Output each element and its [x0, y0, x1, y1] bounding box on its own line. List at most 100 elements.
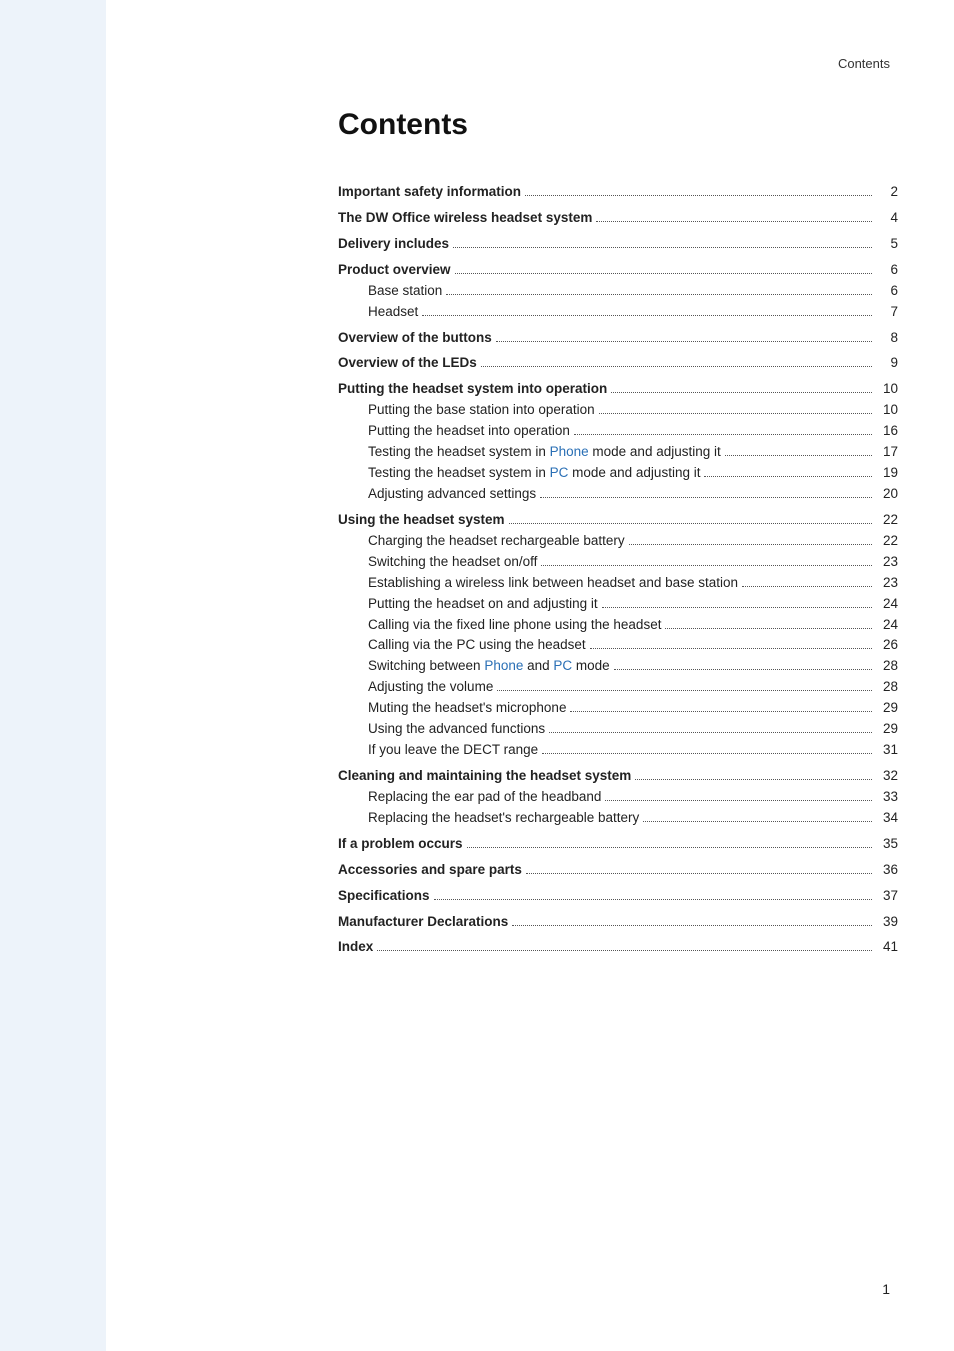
toc-page-number: 29 — [876, 719, 898, 740]
toc-label: Charging the headset rechargeable batter… — [368, 531, 625, 552]
toc-leader — [570, 711, 872, 712]
page-title: Contents — [338, 108, 898, 142]
toc-page-number: 23 — [876, 552, 898, 573]
toc-row[interactable]: Charging the headset rechargeable batter… — [338, 531, 898, 552]
toc-page-number: 2 — [876, 182, 898, 203]
toc-label: Replacing the headset's rechargeable bat… — [368, 808, 639, 829]
toc-page-number: 29 — [876, 698, 898, 719]
page-surface: Contents Contents Important safety infor… — [106, 0, 954, 1351]
toc-leader — [574, 434, 872, 435]
toc-label: Using the headset system — [338, 510, 505, 531]
toc-leader — [629, 544, 872, 545]
toc-row[interactable]: Putting the headset system into operatio… — [338, 379, 898, 400]
toc-row[interactable]: Product overview 6 — [338, 260, 898, 281]
toc-row[interactable]: Manufacturer Declarations39 — [338, 912, 898, 933]
toc-page-number: 10 — [876, 379, 898, 400]
toc-row[interactable]: Establishing a wireless link between hea… — [338, 573, 898, 594]
toc-leader — [512, 925, 872, 926]
toc-label: Calling via the PC using the headset — [368, 635, 586, 656]
toc-leader — [725, 455, 872, 456]
content-area: Contents Important safety information2 Th… — [338, 108, 898, 958]
header-section-label: Contents — [838, 56, 890, 71]
toc-page-number: 5 — [876, 234, 898, 255]
toc-page-number: 37 — [876, 886, 898, 907]
toc-label: Accessories and spare parts — [338, 860, 522, 881]
toc-row[interactable]: Cleaning and maintaining the headset sys… — [338, 766, 898, 787]
toc-row[interactable]: Testing the headset system in PC mode an… — [338, 463, 898, 484]
toc-row[interactable]: Replacing the ear pad of the headband33 — [338, 787, 898, 808]
toc-row[interactable]: Using the headset system 22 — [338, 510, 898, 531]
toc-leader — [599, 413, 872, 414]
toc-label: The DW Office wireless headset system — [338, 208, 592, 229]
toc-page-number: 4 — [876, 208, 898, 229]
toc-label: Putting the headset into operation — [368, 421, 570, 442]
toc-row[interactable]: Delivery includes 5 — [338, 234, 898, 255]
toc-leader — [542, 753, 872, 754]
toc-leader — [549, 732, 872, 733]
toc-row[interactable]: Putting the headset into operation16 — [338, 421, 898, 442]
toc-row[interactable]: Adjusting advanced settings20 — [338, 484, 898, 505]
toc-page-number: 22 — [876, 531, 898, 552]
toc-page-number: 41 — [876, 937, 898, 958]
toc-label: Replacing the ear pad of the headband — [368, 787, 601, 808]
toc-row[interactable]: Using the advanced functions 29 — [338, 719, 898, 740]
toc-row[interactable]: Adjusting the volume28 — [338, 677, 898, 698]
toc-leader — [605, 800, 872, 801]
toc-leader — [614, 669, 872, 670]
toc-leader — [596, 221, 872, 222]
toc-label: Putting the headset system into operatio… — [338, 379, 607, 400]
toc-leader — [540, 497, 872, 498]
toc-row[interactable]: Calling via the PC using the headset 26 — [338, 635, 898, 656]
toc-leader — [455, 273, 872, 274]
toc-page-number: 6 — [876, 260, 898, 281]
toc-leader — [704, 476, 872, 477]
toc-page-number: 22 — [876, 510, 898, 531]
toc-label: Delivery includes — [338, 234, 449, 255]
toc-row[interactable]: Switching between Phone and PC mode28 — [338, 656, 898, 677]
toc-page-number: 6 — [876, 281, 898, 302]
toc-row[interactable]: If a problem occurs 35 — [338, 834, 898, 855]
toc-row[interactable]: Replacing the headset's rechargeable bat… — [338, 808, 898, 829]
toc-leader — [467, 847, 872, 848]
toc-leader — [377, 950, 872, 951]
toc-row[interactable]: Headset7 — [338, 302, 898, 323]
toc-page-number: 39 — [876, 912, 898, 933]
toc-row[interactable]: Accessories and spare parts36 — [338, 860, 898, 881]
toc-page-number: 28 — [876, 656, 898, 677]
toc-row[interactable]: Testing the headset system in Phone mode… — [338, 442, 898, 463]
toc-page-number: 24 — [876, 594, 898, 615]
toc-label: Product overview — [338, 260, 451, 281]
toc-row[interactable]: Calling via the fixed line phone using t… — [338, 615, 898, 636]
toc-row[interactable]: Important safety information2 — [338, 182, 898, 203]
toc-label: Using the advanced functions — [368, 719, 545, 740]
toc-row[interactable]: Muting the headset's microphone29 — [338, 698, 898, 719]
toc-label: Adjusting the volume — [368, 677, 493, 698]
footer-page-number: 1 — [882, 1281, 890, 1297]
toc-page-number: 26 — [876, 635, 898, 656]
toc-label: Testing the headset system in Phone mode… — [368, 442, 721, 463]
toc-leader — [665, 628, 872, 629]
toc-page-number: 35 — [876, 834, 898, 855]
toc-leader — [496, 341, 872, 342]
toc-page-number: 17 — [876, 442, 898, 463]
toc-row[interactable]: Overview of the buttons8 — [338, 328, 898, 349]
toc-row[interactable]: If you leave the DECT range31 — [338, 740, 898, 761]
toc-row[interactable]: Switching the headset on/off23 — [338, 552, 898, 573]
toc-row[interactable]: Putting the base station into operation1… — [338, 400, 898, 421]
toc-page-number: 10 — [876, 400, 898, 421]
toc-row[interactable]: Specifications37 — [338, 886, 898, 907]
toc-row[interactable]: Putting the headset on and adjusting it 2… — [338, 594, 898, 615]
toc-row[interactable]: Index41 — [338, 937, 898, 958]
toc-page-number: 20 — [876, 484, 898, 505]
toc-row[interactable]: Overview of the LEDs9 — [338, 353, 898, 374]
toc-label: If a problem occurs — [338, 834, 463, 855]
toc-leader — [446, 294, 872, 295]
toc-page-number: 34 — [876, 808, 898, 829]
toc-page-number: 7 — [876, 302, 898, 323]
toc-label: Putting the headset on and adjusting it — [368, 594, 598, 615]
toc-label: Calling via the fixed line phone using t… — [368, 615, 661, 636]
toc-leader — [434, 899, 872, 900]
toc-row[interactable]: The DW Office wireless headset system 4 — [338, 208, 898, 229]
toc-leader — [643, 821, 872, 822]
toc-row[interactable]: Base station6 — [338, 281, 898, 302]
